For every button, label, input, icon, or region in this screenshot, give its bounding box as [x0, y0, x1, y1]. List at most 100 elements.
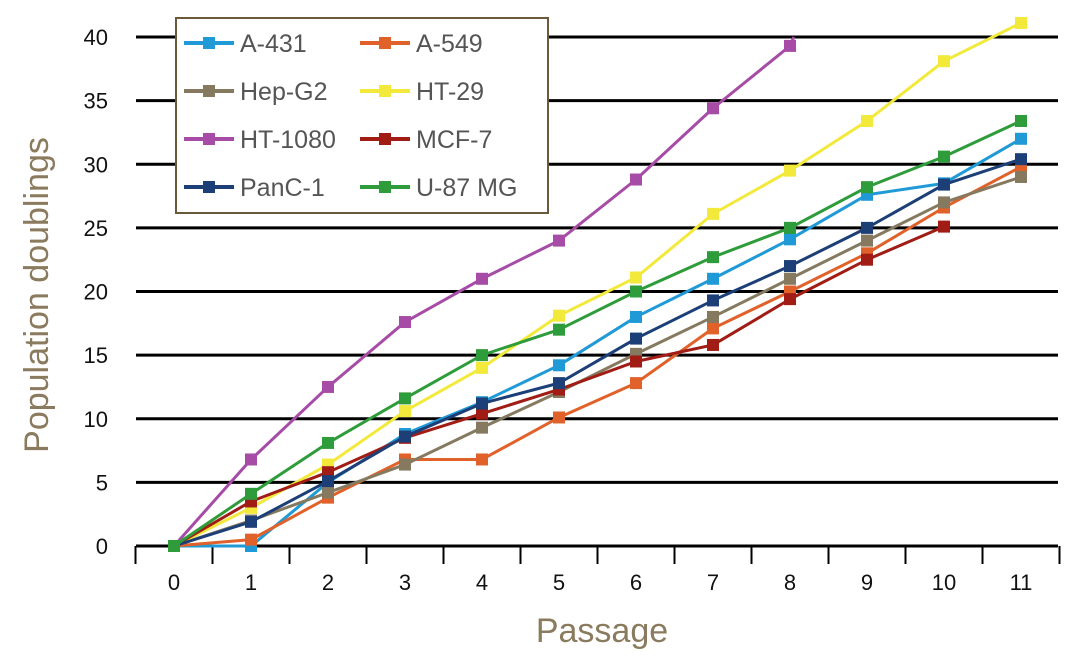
- legend-label: U-87 MG: [416, 174, 517, 202]
- data-point: [245, 533, 257, 546]
- data-point: [553, 323, 565, 336]
- x-tick-label: 4: [476, 570, 488, 595]
- data-point: [476, 272, 488, 285]
- x-tick-label: 0: [168, 570, 180, 595]
- data-point: [707, 310, 719, 323]
- x-tick-label: 11: [1010, 570, 1033, 595]
- data-point: [707, 322, 719, 335]
- legend-swatch-marker: [379, 85, 391, 97]
- axes: 0 5 10 15 20 25 30 35 40 0 1 2 3 4 5 6 7 8 9 10 11: [84, 25, 1061, 595]
- data-point: [861, 253, 873, 266]
- y-tick-label: 40: [84, 25, 108, 50]
- data-point: [938, 178, 950, 191]
- legend-item: HT-29: [360, 78, 484, 106]
- legend-label: A-549: [416, 30, 483, 58]
- data-point: [938, 220, 950, 233]
- data-point: [630, 173, 642, 186]
- series-line: [173, 165, 1022, 548]
- legend-item: MCF-7: [360, 126, 492, 154]
- data-point: [784, 272, 796, 285]
- legend-item: HT-1080: [184, 126, 336, 154]
- data-point: [784, 260, 796, 273]
- legend-label: A-431: [240, 30, 307, 58]
- data-point: [322, 475, 334, 488]
- data-point: [553, 377, 565, 390]
- legend-item: Hep-G2: [184, 78, 328, 106]
- data-point: [245, 453, 257, 466]
- data-point: [399, 392, 411, 405]
- data-point: [476, 421, 488, 434]
- data-point: [707, 338, 719, 351]
- data-point: [553, 309, 565, 322]
- data-point: [399, 458, 411, 471]
- data-point: [1015, 170, 1027, 183]
- data-point: [630, 355, 642, 368]
- data-point: [1015, 114, 1027, 127]
- legend-item: U-87 MG: [360, 174, 517, 202]
- legend-swatch-marker: [379, 181, 391, 193]
- data-point: [861, 221, 873, 234]
- x-axis-title: Passage: [536, 612, 668, 650]
- legend-label: HT-1080: [240, 126, 336, 154]
- legend-swatch-marker: [203, 133, 215, 145]
- y-tick-label: 20: [84, 280, 108, 305]
- data-point: [245, 515, 257, 528]
- data-point: [1015, 153, 1027, 166]
- legend-label: MCF-7: [416, 126, 492, 154]
- data-point: [476, 397, 488, 410]
- data-point: [784, 221, 796, 234]
- data-point: [707, 251, 719, 264]
- data-point: [476, 407, 488, 420]
- y-tick-label: 30: [84, 152, 108, 177]
- legend-label: HT-29: [416, 78, 484, 106]
- data-point: [707, 272, 719, 285]
- data-point: [399, 316, 411, 329]
- legend-item: A-431: [184, 30, 307, 58]
- data-point: [784, 39, 796, 52]
- data-point: [476, 361, 488, 374]
- y-tick-label: 10: [84, 407, 108, 432]
- legend-swatch-marker: [203, 85, 215, 97]
- legend-box: [175, 17, 549, 214]
- series-line: [174, 137, 1022, 548]
- data-point: [630, 377, 642, 390]
- data-series: [168, 17, 1027, 552]
- data-point: [245, 487, 257, 500]
- data-point: [938, 55, 950, 68]
- data-point: [322, 380, 334, 393]
- legend-label: PanC-1: [240, 174, 325, 202]
- series-line: [173, 157, 1022, 548]
- x-tick-label: 8: [784, 570, 796, 595]
- x-tick-label: 6: [630, 570, 642, 595]
- y-axis-title: Population doublings: [18, 137, 56, 453]
- data-point: [399, 430, 411, 443]
- series-panc-1: [168, 153, 1027, 552]
- data-point: [322, 486, 334, 499]
- y-tick-label: 5: [96, 470, 108, 495]
- data-point: [784, 164, 796, 177]
- x-tick-label: 7: [707, 570, 719, 595]
- data-point: [322, 436, 334, 449]
- data-point: [630, 332, 642, 345]
- legend-swatch-marker: [379, 133, 391, 145]
- x-tick-label: 2: [322, 570, 334, 595]
- data-point: [1015, 17, 1027, 30]
- series-line: [173, 119, 1022, 548]
- data-point: [168, 540, 180, 552]
- data-point: [630, 285, 642, 298]
- legend: A-431 A-549 Hep-G2 HT-29 HT-1080 MCF-7 PanC-1 U…: [175, 17, 549, 214]
- data-point: [553, 359, 565, 372]
- data-point: [553, 234, 565, 247]
- data-point: [630, 310, 642, 323]
- x-tick-label: 5: [553, 570, 565, 595]
- data-point: [630, 271, 642, 284]
- data-point: [938, 196, 950, 209]
- y-tick-label: 15: [84, 343, 108, 368]
- y-tick-label: 25: [84, 216, 108, 241]
- data-point: [861, 181, 873, 194]
- data-point: [707, 102, 719, 115]
- legend-item: PanC-1: [184, 174, 325, 202]
- x-tick-label: 10: [932, 570, 956, 595]
- series-line: [172, 36, 796, 547]
